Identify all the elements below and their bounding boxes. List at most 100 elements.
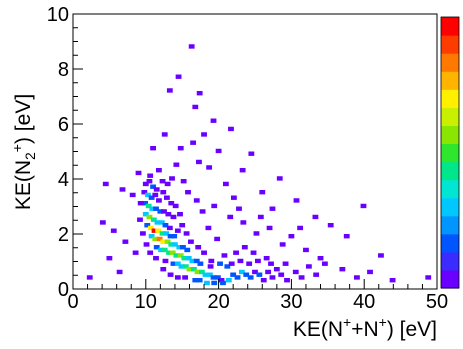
color-scale-bar bbox=[440, 16, 460, 289]
histogram-bin bbox=[243, 272, 250, 277]
histogram-bin bbox=[183, 231, 190, 236]
histogram-bin bbox=[279, 242, 286, 247]
histogram-bin bbox=[189, 258, 196, 264]
histogram-bin bbox=[153, 256, 159, 261]
x-axis-title: KE(N++N+) [eV] bbox=[293, 314, 437, 341]
histogram-bin bbox=[164, 181, 171, 187]
histogram-bin bbox=[170, 214, 177, 220]
histogram-bin bbox=[211, 280, 218, 286]
y-tick-label: 8 bbox=[58, 59, 69, 81]
y-axis-title-end: ) [eV] bbox=[12, 94, 35, 144]
histogram-bin bbox=[196, 91, 203, 96]
histogram-bin bbox=[360, 203, 367, 209]
histogram-bin bbox=[220, 280, 226, 286]
histogram-bin bbox=[354, 275, 360, 280]
histogram-bin bbox=[205, 225, 212, 231]
histogram-bin bbox=[153, 206, 159, 211]
histogram-bin bbox=[210, 118, 217, 123]
histogram-bin bbox=[152, 192, 159, 198]
histogram-bin bbox=[185, 256, 192, 261]
histogram-bin bbox=[166, 88, 173, 93]
histogram-bin bbox=[190, 267, 197, 272]
histogram-bin bbox=[158, 247, 164, 253]
histogram-bin bbox=[180, 245, 186, 250]
histogram-bin bbox=[240, 220, 247, 225]
histogram-bin bbox=[139, 231, 146, 236]
histogram-bin bbox=[247, 275, 254, 280]
color-scale-segment bbox=[441, 125, 459, 145]
histogram-bin bbox=[201, 132, 207, 137]
histogram-bin bbox=[293, 198, 300, 203]
histogram-bin bbox=[150, 184, 156, 189]
x-tick-label: 0 bbox=[67, 291, 78, 313]
histogram-bin bbox=[192, 278, 199, 283]
histogram-bin bbox=[159, 231, 166, 236]
histogram-bin bbox=[155, 168, 162, 173]
histogram-bin bbox=[86, 275, 93, 280]
histogram-bin bbox=[160, 267, 167, 272]
histogram-bin bbox=[321, 261, 328, 266]
histogram-bin bbox=[298, 275, 305, 280]
histogram-bin bbox=[313, 272, 320, 277]
histogram-bin bbox=[197, 261, 204, 266]
histogram-bin bbox=[162, 223, 169, 228]
histogram-bin bbox=[185, 190, 191, 195]
histogram-bin bbox=[151, 228, 158, 233]
histogram-bin bbox=[215, 148, 222, 154]
histogram-bin bbox=[207, 264, 214, 269]
histogram-bin bbox=[192, 104, 199, 110]
histogram-bin bbox=[190, 140, 197, 145]
x-axis-title-middle: +N bbox=[351, 318, 378, 341]
histogram-bin bbox=[137, 217, 143, 222]
histogram-bin bbox=[176, 245, 183, 250]
histogram-bin bbox=[305, 264, 312, 269]
histogram-bin bbox=[284, 278, 290, 283]
color-scale-segment bbox=[441, 143, 459, 163]
x-axis-title-superscript-1: + bbox=[343, 314, 351, 330]
histogram-bin bbox=[195, 245, 202, 250]
color-scale-segment bbox=[441, 17, 459, 36]
histogram-bin bbox=[164, 239, 171, 244]
histogram-bin bbox=[198, 269, 205, 275]
histogram-bin bbox=[180, 179, 187, 184]
x-axis-ticks: 0 10 20 30 40 50 bbox=[67, 279, 448, 313]
histogram-bin bbox=[129, 192, 136, 198]
y-axis-title: KE(N2+) [eV] bbox=[9, 94, 38, 210]
histogram-bin bbox=[161, 209, 167, 214]
histogram-bin bbox=[233, 250, 239, 255]
histogram-bin bbox=[266, 225, 273, 231]
histogram-bin bbox=[148, 234, 155, 239]
histogram-bin bbox=[161, 247, 168, 253]
y-tick-label: 2 bbox=[58, 224, 69, 246]
histogram-bin bbox=[265, 269, 272, 275]
histogram-bin bbox=[188, 239, 194, 244]
histogram-bin bbox=[218, 278, 225, 283]
histogram-bin bbox=[173, 162, 180, 167]
histogram-bin bbox=[168, 201, 175, 206]
histogram-bin bbox=[153, 187, 160, 192]
histogram-bin bbox=[163, 231, 170, 236]
histogram-bin bbox=[259, 190, 266, 195]
color-scale-segment bbox=[441, 107, 459, 126]
histogram-bin bbox=[186, 267, 193, 272]
histogram-bin bbox=[146, 179, 153, 184]
histogram-bin bbox=[162, 258, 169, 264]
histogram-bin bbox=[236, 206, 242, 211]
histogram-bin bbox=[184, 247, 191, 253]
histogram-bin bbox=[222, 181, 229, 187]
histogram-bin bbox=[150, 217, 157, 222]
x-tick-label: 10 bbox=[135, 291, 157, 313]
histogram-bin bbox=[269, 275, 276, 280]
histogram-bin bbox=[260, 278, 267, 283]
histogram-bin bbox=[169, 176, 175, 181]
histogram-bin bbox=[312, 214, 319, 220]
color-scale-frame bbox=[440, 16, 460, 289]
histogram-bin bbox=[165, 212, 172, 217]
histogram-bin bbox=[273, 267, 280, 272]
histogram-bin bbox=[339, 267, 346, 272]
histogram-bin bbox=[177, 212, 183, 217]
histogram-bin bbox=[159, 179, 166, 184]
histogram-bin bbox=[241, 245, 248, 250]
